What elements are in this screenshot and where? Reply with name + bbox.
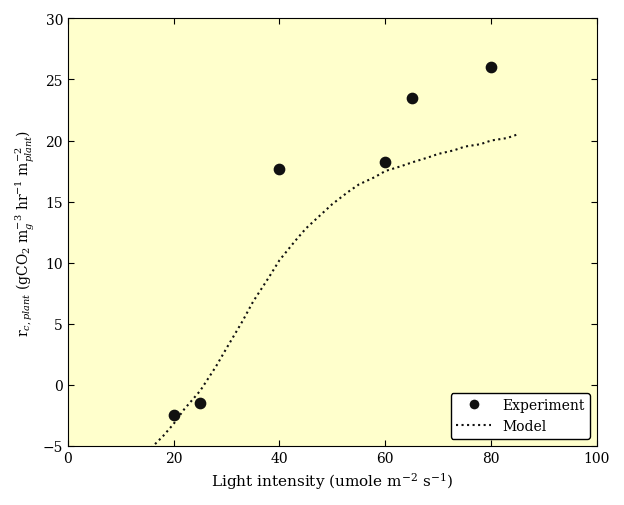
Point <box>486 64 496 72</box>
Y-axis label: r$_{c, plant}$ (gCO$_2$ m$_g^{-3}$ hr$^{-1}$ m$_{plant}^{-2}$): r$_{c, plant}$ (gCO$_2$ m$_g^{-3}$ hr$^{… <box>14 129 37 336</box>
Point <box>380 159 390 167</box>
X-axis label: Light intensity (umole m$^{-2}$ s$^{-1}$): Light intensity (umole m$^{-2}$ s$^{-1}$… <box>212 470 454 491</box>
Legend: Experiment, Model: Experiment, Model <box>451 393 590 439</box>
Point <box>407 94 417 103</box>
Point <box>275 165 285 173</box>
Point <box>195 399 205 408</box>
Point <box>168 412 178 420</box>
